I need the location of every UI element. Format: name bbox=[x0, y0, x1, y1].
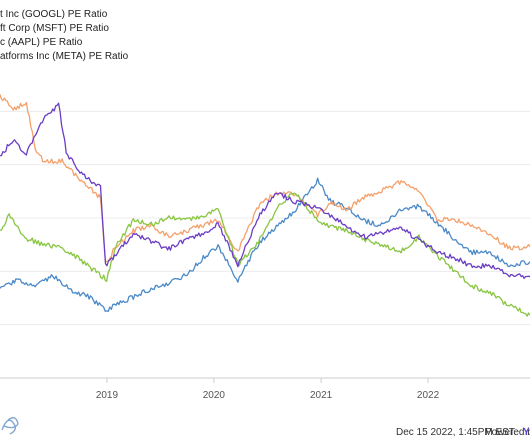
legend: t Inc (GOOGL) PE Ratio ft Corp (MSFT) PE … bbox=[0, 9, 129, 62]
series-line-3 bbox=[0, 102, 530, 280]
x-tick-label: 2022 bbox=[417, 390, 440, 401]
x-tick-label: 2021 bbox=[310, 390, 333, 401]
legend-item: atforms Inc (META) PE Ratio bbox=[0, 51, 129, 62]
footer-powered-by: Powered by bbox=[485, 427, 530, 438]
series-line-0 bbox=[0, 177, 530, 313]
footer-timestamp: Dec 15 2022, 1:45PM EST. bbox=[396, 427, 517, 438]
gridlines bbox=[0, 110, 530, 379]
legend-item: c (AAPL) PE Ratio bbox=[0, 37, 83, 48]
series-lines bbox=[0, 94, 530, 317]
legend-item: t Inc (GOOGL) PE Ratio bbox=[0, 9, 108, 20]
x-tick-label: 2020 bbox=[203, 390, 226, 401]
series-line-1 bbox=[0, 94, 530, 263]
footer-brand[interactable]: Y bbox=[523, 427, 530, 438]
series-line-2 bbox=[0, 192, 530, 317]
ycharts-logo-icon bbox=[1, 417, 19, 435]
footer: Dec 15 2022, 1:45PM EST. Powered by Y bbox=[396, 427, 530, 438]
legend-item: ft Corp (MSFT) PE Ratio bbox=[0, 23, 109, 34]
x-axis: 2019 2020 2021 2022 bbox=[0, 377, 530, 401]
watermark-logo bbox=[1, 417, 19, 435]
x-tick-label: 2019 bbox=[96, 390, 119, 401]
